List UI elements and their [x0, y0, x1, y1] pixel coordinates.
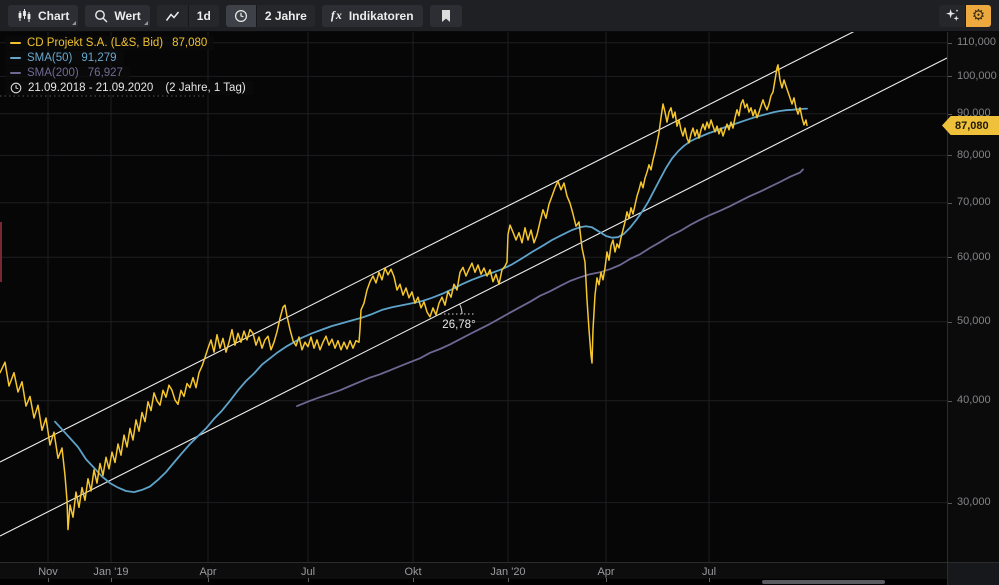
y-axis-label: 40,000 — [957, 394, 991, 406]
interval-group: 1d — [156, 4, 219, 27]
x-axis-label: Okt — [404, 566, 422, 578]
price-chart-canvas[interactable]: 26,78° — [0, 32, 947, 562]
chart-type-button[interactable]: Chart — [8, 4, 79, 27]
x-axis-label: Jul — [300, 566, 316, 578]
scrollbar-track — [0, 579, 947, 585]
magic-tools-button[interactable] — [939, 4, 965, 27]
symbol-search-button[interactable]: Wert — [85, 4, 150, 27]
y-axis-tick — [948, 322, 952, 323]
y-axis-label: 100,000 — [957, 70, 997, 82]
x-axis-tick — [508, 578, 509, 582]
y-axis-tick — [948, 503, 952, 504]
candlestick-chart-icon — [17, 8, 32, 23]
y-axis-label: 30,000 — [957, 496, 991, 508]
clock-icon — [234, 9, 248, 23]
x-axis-label: Apr — [597, 566, 615, 578]
series-color-dash — [10, 57, 21, 59]
x-axis-label: Nov — [38, 566, 58, 578]
legend-date-range: 21.09.2018 - 21.09.2020 (2 Jahre, 1 Tag) — [5, 81, 253, 95]
axis-corner — [947, 562, 999, 585]
series-color-dash — [10, 72, 21, 74]
x-axis-tick — [413, 578, 414, 582]
y-axis-tick — [948, 155, 952, 156]
y-axis-tick — [948, 43, 952, 44]
y-axis-label: 110,000 — [957, 36, 996, 48]
chart-stage: 26,78° CD Projekt S.A. (L&S, Bid) 87,080… — [0, 32, 999, 585]
date-range-text: 21.09.2018 - 21.09.2020 — [28, 82, 154, 94]
dropdown-corner-icon — [143, 20, 148, 25]
search-icon — [94, 9, 108, 23]
sparkles-icon — [945, 8, 960, 23]
series-label: CD Projekt S.A. (L&S, Bid) — [27, 37, 164, 49]
legend-series-sma200[interactable]: SMA(200) 76,927 — [5, 66, 130, 80]
chart-type-label: Chart — [38, 8, 70, 23]
x-axis-label: Jan '19 — [93, 566, 129, 578]
clock-icon — [10, 82, 22, 94]
series-label: SMA(50) — [27, 52, 73, 64]
svg-text:26,78°: 26,78° — [442, 319, 475, 331]
legend-series-sma50[interactable]: SMA(50) 91,279 — [5, 51, 124, 65]
scrollbar-thumb[interactable] — [762, 580, 885, 584]
y-axis-label: 80,000 — [957, 149, 991, 161]
x-axis-tick — [308, 578, 309, 582]
settings-button[interactable]: ⚙ — [965, 4, 991, 27]
range-label: 2 Jahre — [264, 8, 307, 23]
series-color-dash — [10, 42, 21, 44]
x-axis-tick — [208, 578, 209, 582]
series-value: 91,279 — [81, 52, 117, 64]
legend-series-price[interactable]: CD Projekt S.A. (L&S, Bid) 87,080 — [5, 36, 215, 50]
time-range-button[interactable] — [225, 4, 256, 27]
series-label: SMA(200) — [27, 67, 79, 79]
last-price-badge: 87,080 — [942, 116, 999, 135]
y-axis-tick — [948, 114, 952, 115]
range-group: 2 Jahre — [225, 4, 315, 27]
line-style-button[interactable] — [156, 4, 188, 27]
y-axis-label: 70,000 — [957, 196, 991, 208]
x-axis-label: Jul — [701, 566, 717, 578]
dropdown-corner-icon — [72, 20, 77, 25]
bookmark-icon — [440, 9, 452, 23]
gear-icon: ⚙ — [971, 6, 986, 24]
bookmark-button[interactable] — [429, 4, 462, 27]
price-axis[interactable]: 87,080 110,000 100,000 90,000 80,000 70,000 6… — [942, 32, 999, 562]
x-axis-tick — [709, 578, 710, 582]
date-range-detail: (2 Jahre, 1 Tag) — [165, 82, 246, 94]
x-axis-label: Apr — [199, 566, 217, 578]
x-axis-label: Jan '20 — [490, 566, 526, 578]
interval-label: 1d — [196, 8, 211, 23]
x-axis-tick — [111, 578, 112, 582]
range-value-button[interactable]: 2 Jahre — [255, 4, 315, 27]
symbol-search-label: Wert — [114, 8, 141, 23]
time-axis[interactable]: Nov Jan '19 Apr Jul Okt Jan '20 Apr Jul — [0, 562, 947, 585]
indicators-button[interactable]: fx Indikatoren — [321, 4, 423, 27]
x-axis-tick — [48, 578, 49, 582]
series-value: 87,080 — [172, 37, 208, 49]
interval-button[interactable]: 1d — [187, 4, 219, 27]
series-value: 76,927 — [87, 67, 123, 79]
y-axis-tick — [948, 401, 952, 402]
indicators-label: Indikatoren — [348, 8, 414, 23]
right-toolbar-group: ⚙ — [939, 4, 991, 27]
fx-icon: fx — [330, 8, 343, 22]
toolbar: Chart Wert 1d — [0, 0, 999, 32]
y-axis-tick — [948, 76, 952, 77]
chart-legend: CD Projekt S.A. (L&S, Bid) 87,080 SMA(50… — [5, 36, 253, 96]
x-axis-tick — [606, 578, 607, 582]
y-axis-label: 50,000 — [957, 315, 991, 327]
line-chart-icon — [165, 9, 180, 23]
y-axis-tick — [948, 257, 952, 258]
y-axis-tick — [948, 203, 952, 204]
y-axis-label: 60,000 — [957, 251, 991, 263]
